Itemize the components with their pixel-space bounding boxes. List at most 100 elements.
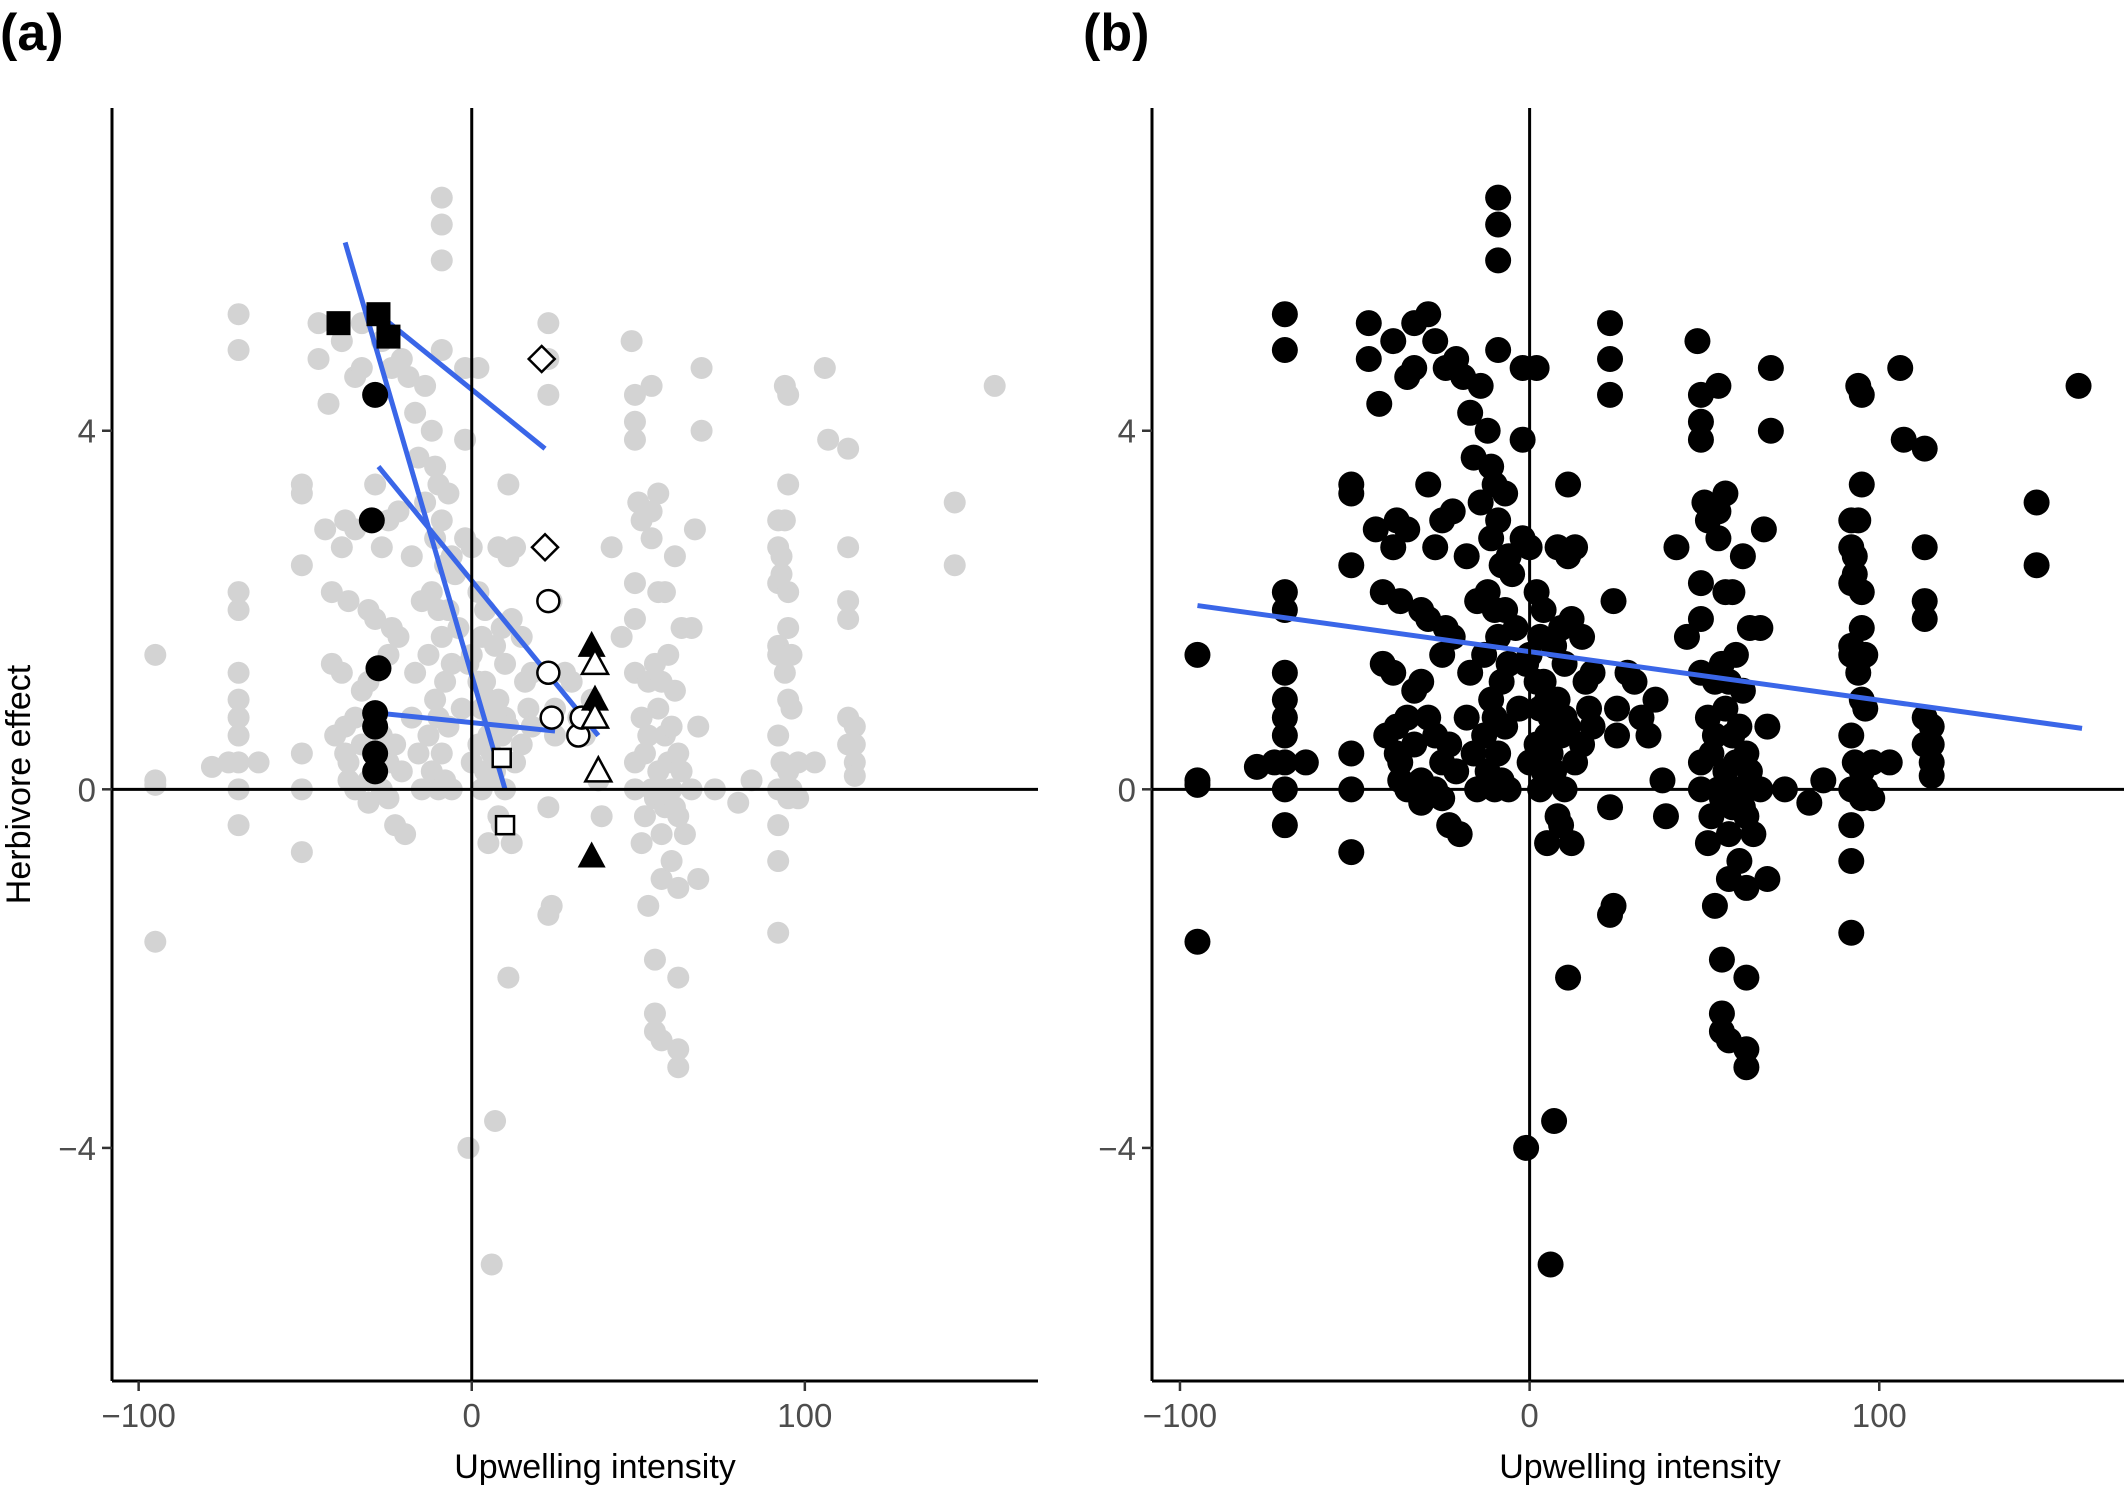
background-point [390,348,413,371]
data-point [1338,740,1365,767]
background-point [424,455,447,478]
data-point [1569,623,1596,650]
background-point [640,374,663,397]
background-point [640,527,663,550]
background-point [390,760,413,783]
data-point [1485,211,1512,238]
background-point [943,554,966,577]
background-point [330,661,353,684]
data-point [1401,354,1428,381]
background-point [537,312,560,335]
data-point [1848,614,1875,641]
data-point [1506,695,1533,722]
background-point [610,625,633,648]
background-point [227,688,250,711]
background-point [787,751,810,774]
background-point [643,948,666,971]
data-point [1513,1134,1540,1161]
background-point [767,850,790,873]
data-point [1485,184,1512,211]
background-point [690,419,713,442]
background-point [480,1253,503,1276]
data-point [1848,381,1875,408]
study-point-square-open [494,814,516,836]
data-point [1708,1000,1735,1027]
data-point [1687,605,1714,632]
data-point [2023,489,2050,516]
background-point [780,697,803,720]
data-point [1184,771,1211,798]
data-point [1380,328,1407,355]
background-point [687,715,710,738]
data-point [1719,579,1746,606]
data-point [1848,471,1875,498]
background-point [600,536,623,559]
background-point [540,894,563,917]
data-point [2065,372,2092,399]
background-point [843,733,866,756]
background-point [683,518,706,541]
data-point [1292,749,1319,776]
data-point [1663,534,1690,561]
study-point-circle-filled [362,740,389,767]
background-point [430,213,453,236]
data-point [1733,1036,1760,1063]
data-point [1712,695,1739,722]
data-point [1729,543,1756,570]
data-point [1429,785,1456,812]
data-point [1439,623,1466,650]
background-point [357,791,380,814]
background-point [623,572,646,595]
data-point [1555,713,1582,740]
background-point [404,401,427,424]
data-point [1754,865,1781,892]
panel-b-axes: −100 0 100 −4 0 4 [1098,108,2124,1434]
background-point [364,607,387,630]
data-point [1750,516,1777,543]
data-point [1537,1251,1564,1278]
data-point [1271,337,1298,364]
data-point [1600,588,1627,615]
background-point [817,428,840,451]
study-point-square-filled [366,302,391,327]
background-point [144,643,167,666]
background-point [813,356,836,379]
data-point [2023,552,2050,579]
study-point-circle-filled [362,758,389,785]
data-point [1366,390,1393,417]
y-tick-label: 0 [78,771,96,808]
y-tick-label: −4 [58,1130,96,1167]
background-point [623,383,646,406]
background-point [307,348,330,371]
data-point [1604,722,1631,749]
data-point [1838,812,1865,839]
y-tick-label: 4 [78,413,96,450]
background-point [494,652,517,675]
background-point [227,339,250,362]
background-point [667,1038,690,1061]
background-point [430,249,453,272]
data-point [1422,534,1449,561]
data-point [1845,507,1872,534]
background-point [290,554,313,577]
panel-b-points [1184,184,2092,1278]
background-point [943,491,966,514]
background-point [770,563,793,586]
data-point [1415,301,1442,328]
background-point [227,599,250,622]
background-point [663,679,686,702]
data-point [1838,848,1865,875]
background-point [770,545,793,568]
background-point [637,724,660,747]
background-point [837,536,860,559]
x-tick-label: 100 [777,1397,832,1434]
data-point [1555,964,1582,991]
background-point [517,697,540,720]
background-point [430,509,453,532]
background-point [227,581,250,604]
data-point [1911,588,1938,615]
background-point [437,482,460,505]
data-point [1687,570,1714,597]
data-point [1492,713,1519,740]
data-point [1740,821,1767,848]
